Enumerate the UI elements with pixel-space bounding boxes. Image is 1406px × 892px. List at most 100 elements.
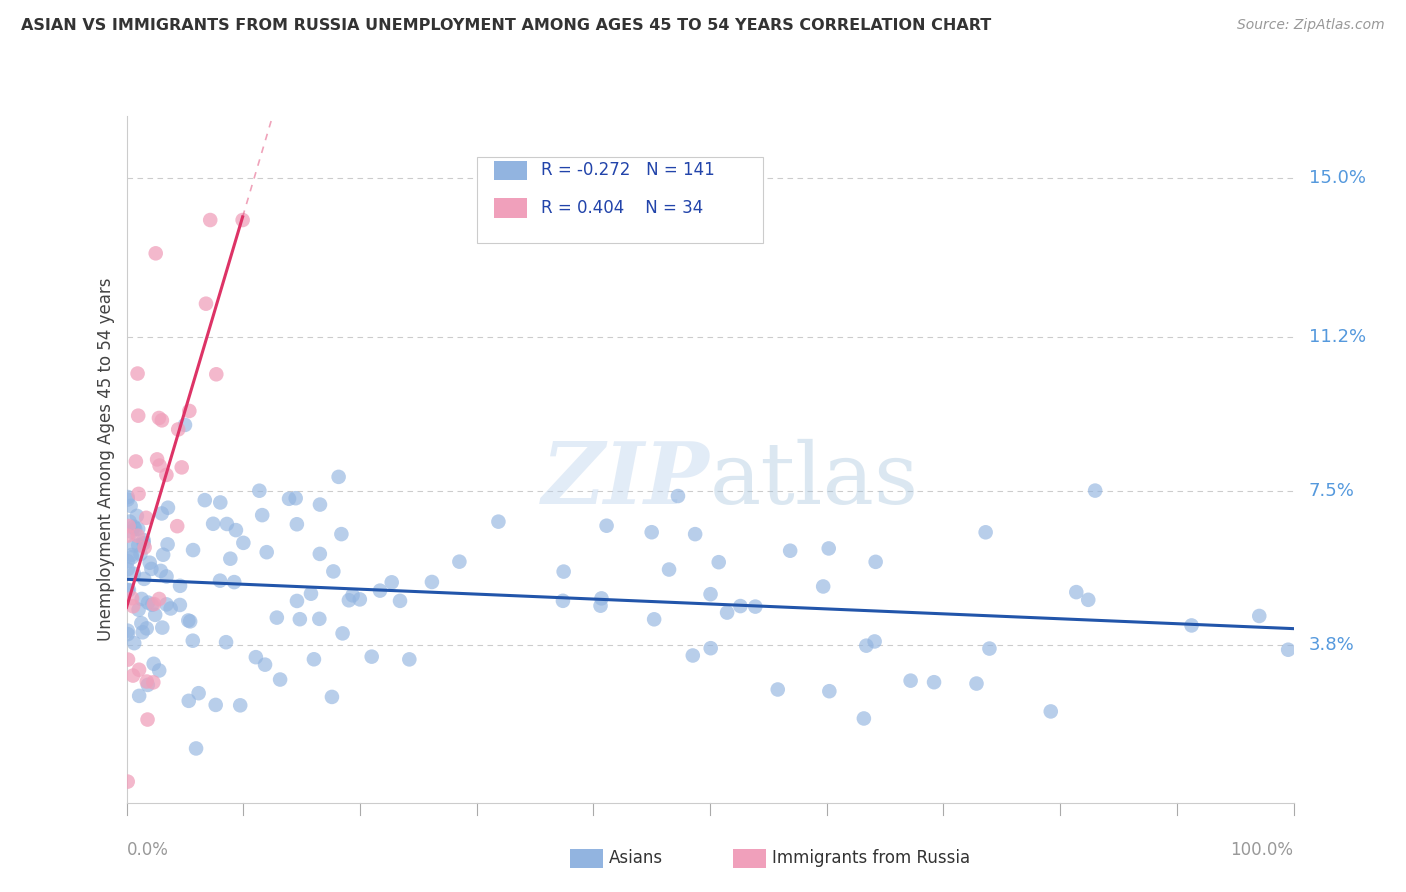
Point xyxy=(699,641,721,656)
Point xyxy=(148,591,170,606)
Point xyxy=(389,594,412,608)
Point xyxy=(308,547,330,561)
Point xyxy=(974,525,997,540)
Point xyxy=(121,524,143,539)
Point xyxy=(852,711,875,725)
Point xyxy=(117,490,139,504)
FancyBboxPatch shape xyxy=(734,849,766,868)
Point xyxy=(118,519,141,533)
Point xyxy=(658,562,681,576)
Point xyxy=(232,213,254,227)
Point xyxy=(149,564,172,578)
Point xyxy=(122,520,145,534)
Point xyxy=(1084,483,1107,498)
Point xyxy=(127,522,149,536)
Point xyxy=(285,517,308,532)
Point xyxy=(117,554,139,568)
Point xyxy=(278,491,301,506)
Point xyxy=(131,616,153,631)
Point xyxy=(1064,585,1087,599)
Point xyxy=(730,599,752,613)
Point xyxy=(120,499,142,513)
Point xyxy=(127,529,149,543)
Point xyxy=(128,487,150,501)
Point xyxy=(118,582,141,597)
Point xyxy=(125,508,148,523)
Text: atlas: atlas xyxy=(710,438,920,522)
Point xyxy=(181,543,204,558)
Point xyxy=(811,579,834,593)
Point xyxy=(122,599,145,614)
Point xyxy=(922,675,945,690)
Point xyxy=(215,516,238,531)
Point xyxy=(766,682,789,697)
Point xyxy=(121,550,143,565)
Point xyxy=(122,636,145,650)
Text: Source: ZipAtlas.com: Source: ZipAtlas.com xyxy=(1237,18,1385,32)
Point xyxy=(368,583,391,598)
Point xyxy=(381,575,404,590)
Point xyxy=(117,492,139,507)
Point xyxy=(817,541,839,556)
Point xyxy=(641,525,664,540)
Point xyxy=(683,527,706,541)
Point xyxy=(707,555,730,569)
Point xyxy=(132,536,155,550)
Point xyxy=(169,598,191,612)
Point xyxy=(966,676,988,690)
Point xyxy=(150,507,173,521)
Point xyxy=(299,587,322,601)
Point xyxy=(595,518,617,533)
Point xyxy=(1077,592,1099,607)
Point xyxy=(132,572,155,586)
Text: 0.0%: 0.0% xyxy=(127,840,169,859)
Point xyxy=(863,634,886,648)
Text: ASIAN VS IMMIGRANTS FROM RUSSIA UNEMPLOYMENT AMONG AGES 45 TO 54 YEARS CORRELATI: ASIAN VS IMMIGRANTS FROM RUSSIA UNEMPLOY… xyxy=(21,18,991,33)
Point xyxy=(321,690,343,704)
Point xyxy=(118,515,141,529)
Point xyxy=(284,491,307,506)
Point xyxy=(716,606,738,620)
Point xyxy=(1039,705,1062,719)
Point xyxy=(141,562,163,576)
Point xyxy=(666,489,689,503)
Text: 100.0%: 100.0% xyxy=(1230,840,1294,859)
Point xyxy=(266,610,288,624)
Point xyxy=(152,548,174,562)
Point xyxy=(122,538,145,552)
Point xyxy=(589,599,612,613)
Point xyxy=(269,673,291,687)
Point xyxy=(1180,618,1202,632)
Point xyxy=(148,411,170,425)
Point xyxy=(449,555,471,569)
Point xyxy=(979,641,1001,656)
Point xyxy=(308,612,330,626)
Point xyxy=(136,596,159,610)
Point xyxy=(150,621,173,635)
Point xyxy=(181,633,204,648)
FancyBboxPatch shape xyxy=(494,161,527,180)
Point xyxy=(124,522,146,536)
Point xyxy=(1277,642,1299,657)
Point xyxy=(156,537,179,551)
Point xyxy=(209,495,232,509)
Point xyxy=(551,594,574,608)
Point xyxy=(117,624,139,638)
Point xyxy=(135,621,157,635)
Point xyxy=(132,533,155,547)
Point xyxy=(127,538,149,552)
Point xyxy=(142,657,165,671)
Point xyxy=(285,594,308,608)
Point xyxy=(219,551,242,566)
Point xyxy=(420,574,443,589)
FancyBboxPatch shape xyxy=(477,157,762,243)
Point xyxy=(117,562,139,576)
Text: 3.8%: 3.8% xyxy=(1309,636,1354,654)
Point xyxy=(360,649,382,664)
Point xyxy=(170,460,193,475)
Point xyxy=(156,500,179,515)
Point xyxy=(398,652,420,666)
Point xyxy=(591,591,613,606)
Point xyxy=(117,528,139,542)
Point xyxy=(215,635,238,649)
